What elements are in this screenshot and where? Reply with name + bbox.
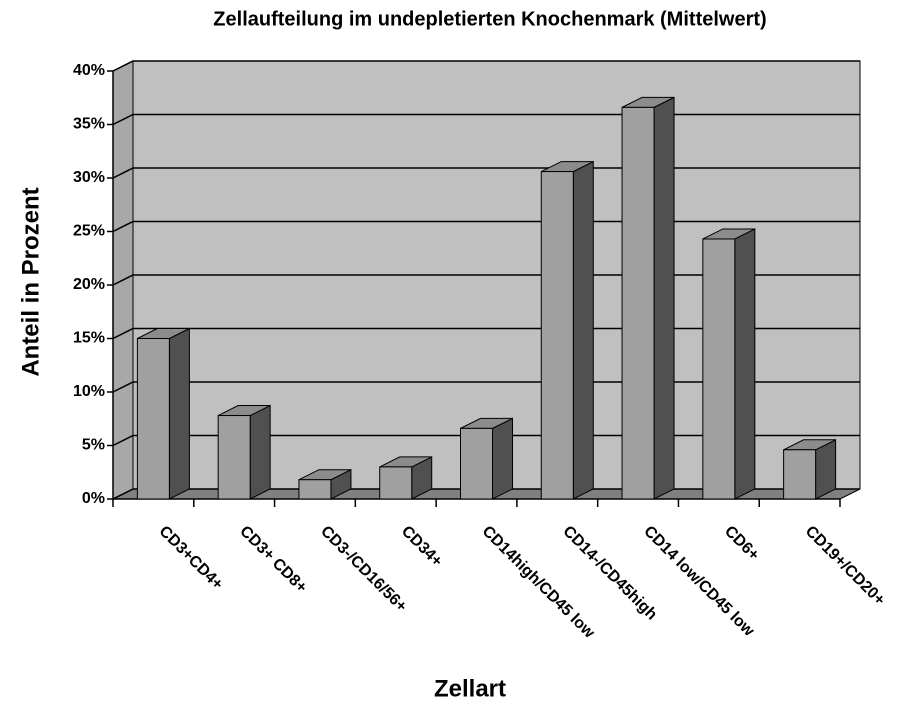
grid-line (112, 60, 860, 72)
grid-line (112, 113, 860, 126)
bar (379, 466, 413, 500)
bar (783, 449, 817, 500)
y-tick-label: 30% (73, 169, 105, 186)
x-tick-label: CD19+/CD20+ (802, 523, 888, 609)
grid-line (112, 167, 860, 179)
x-axis-title: Zellart (434, 675, 506, 702)
bar (298, 479, 332, 500)
bar-side (572, 160, 594, 500)
bar-side (653, 96, 675, 500)
grid-line (112, 220, 860, 233)
grid-line (112, 488, 860, 500)
y-tick-label: 15% (73, 330, 105, 347)
x-tick-label: CD3-/CD16/56+ (317, 523, 410, 616)
bar-side (249, 404, 271, 500)
grid-line (112, 274, 860, 286)
bar (460, 427, 493, 500)
y-tick-label: 5% (82, 437, 105, 454)
chart-title: Zellaufteilung im undepletierten Knochen… (213, 8, 766, 30)
bar (217, 415, 251, 500)
bar-side (168, 327, 190, 500)
grid-line (112, 381, 860, 393)
y-tick-label: 40% (73, 62, 105, 79)
bar (540, 171, 574, 500)
y-tick-label: 20% (73, 276, 105, 293)
x-tick-label: CD34+ (398, 523, 446, 571)
y-axis-title: Anteil in Prozent (17, 187, 44, 376)
y-tick-label: 35% (73, 116, 105, 133)
bar (702, 238, 736, 500)
x-tick-label: CD6+ (721, 523, 762, 564)
y-tick-label: 25% (73, 223, 105, 240)
x-tick-label: CD3+CD4+ (156, 523, 227, 594)
grid-line (112, 434, 860, 447)
x-tick-label: CD3+ CD8+ (236, 523, 310, 597)
y-tick-label: 0% (82, 490, 105, 507)
y-tick-label: 10% (73, 383, 105, 400)
bar (621, 106, 655, 500)
bar (136, 338, 170, 500)
bar-side (734, 228, 756, 500)
grid-line (112, 327, 860, 340)
bar-side (492, 417, 513, 500)
